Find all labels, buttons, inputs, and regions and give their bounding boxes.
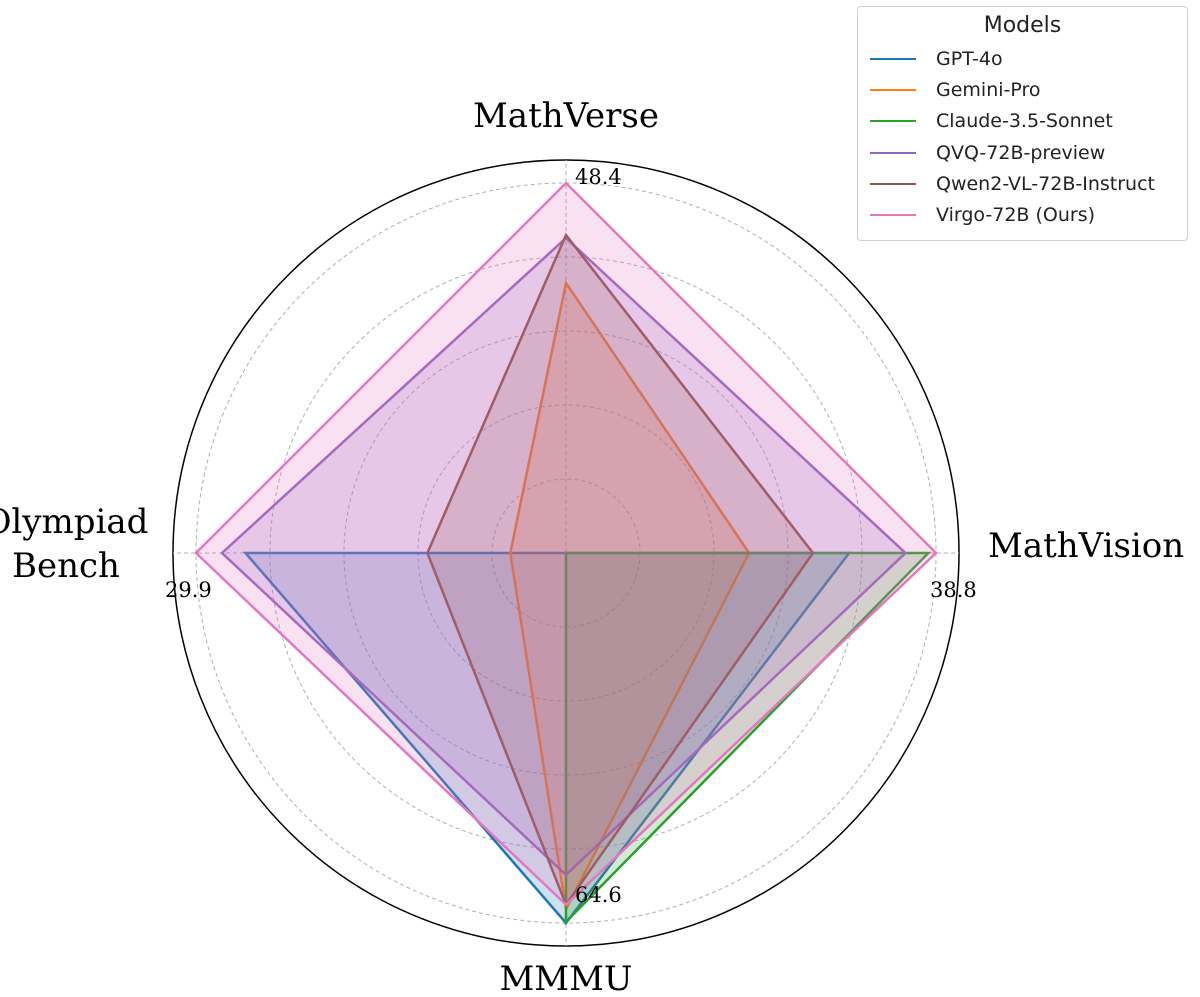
legend-label: Claude-3.5-Sonnet: [936, 110, 1113, 133]
legend-swatch: [870, 57, 916, 60]
axis-label-mmmu: MMMU: [499, 959, 632, 997]
legend-swatch: [870, 182, 916, 185]
legend-label: Virgo-72B (Ours): [936, 204, 1096, 227]
legend-title: Models: [983, 13, 1062, 38]
legend-item-claude-3-5-sonnet: Claude-3.5-Sonnet: [858, 106, 1187, 137]
legend: Models GPT-4o Gemini-Pro Claude-3.5-Sonnet…: [857, 6, 1188, 241]
radar-labels: MathVerse 48.4 MathVision 38.8 MMMU 64.6 Olymp…: [0, 96, 1184, 997]
legend-item-virgo-72b-ours: Virgo-72B (Ours): [858, 199, 1187, 230]
legend-items: GPT-4o Gemini-Pro Claude-3.5-Sonnet QVQ-72B…: [858, 43, 1187, 231]
legend-swatch: [870, 151, 916, 154]
series-virgo-72b-ours: [194, 181, 938, 907]
legend-swatch: [870, 88, 916, 91]
series-qvq-72b-preview: [220, 236, 908, 877]
radar-series: [194, 181, 938, 925]
axis-label-mathverse: MathVerse: [473, 96, 659, 136]
legend-item-gpt-4o: GPT-4o: [858, 43, 1187, 74]
legend-item-qvq-72b-preview: QVQ-72B-preview: [858, 137, 1187, 168]
max-label-olympiad-bench: 29.9: [165, 578, 212, 602]
max-label-mathvision: 38.8: [930, 578, 977, 602]
legend-label: GPT-4o: [936, 47, 1003, 70]
legend-item-gemini-pro: Gemini-Pro: [858, 74, 1187, 105]
legend-label: Qwen2-VL-72B-Instruct: [936, 172, 1155, 195]
max-label-mathverse: 48.4: [575, 165, 622, 189]
max-label-mmmu: 64.6: [575, 883, 622, 907]
legend-swatch: [870, 214, 916, 217]
legend-item-qwen2-vl-72b-instruct: Qwen2-VL-72B-Instruct: [858, 168, 1187, 199]
axis-label-mathvision: MathVision: [988, 526, 1184, 566]
axis-label-olympiad-bench: Olympiad Bench: [0, 502, 148, 586]
legend-label: QVQ-72B-preview: [936, 141, 1106, 164]
legend-swatch: [870, 120, 916, 123]
legend-label: Gemini-Pro: [936, 78, 1041, 101]
